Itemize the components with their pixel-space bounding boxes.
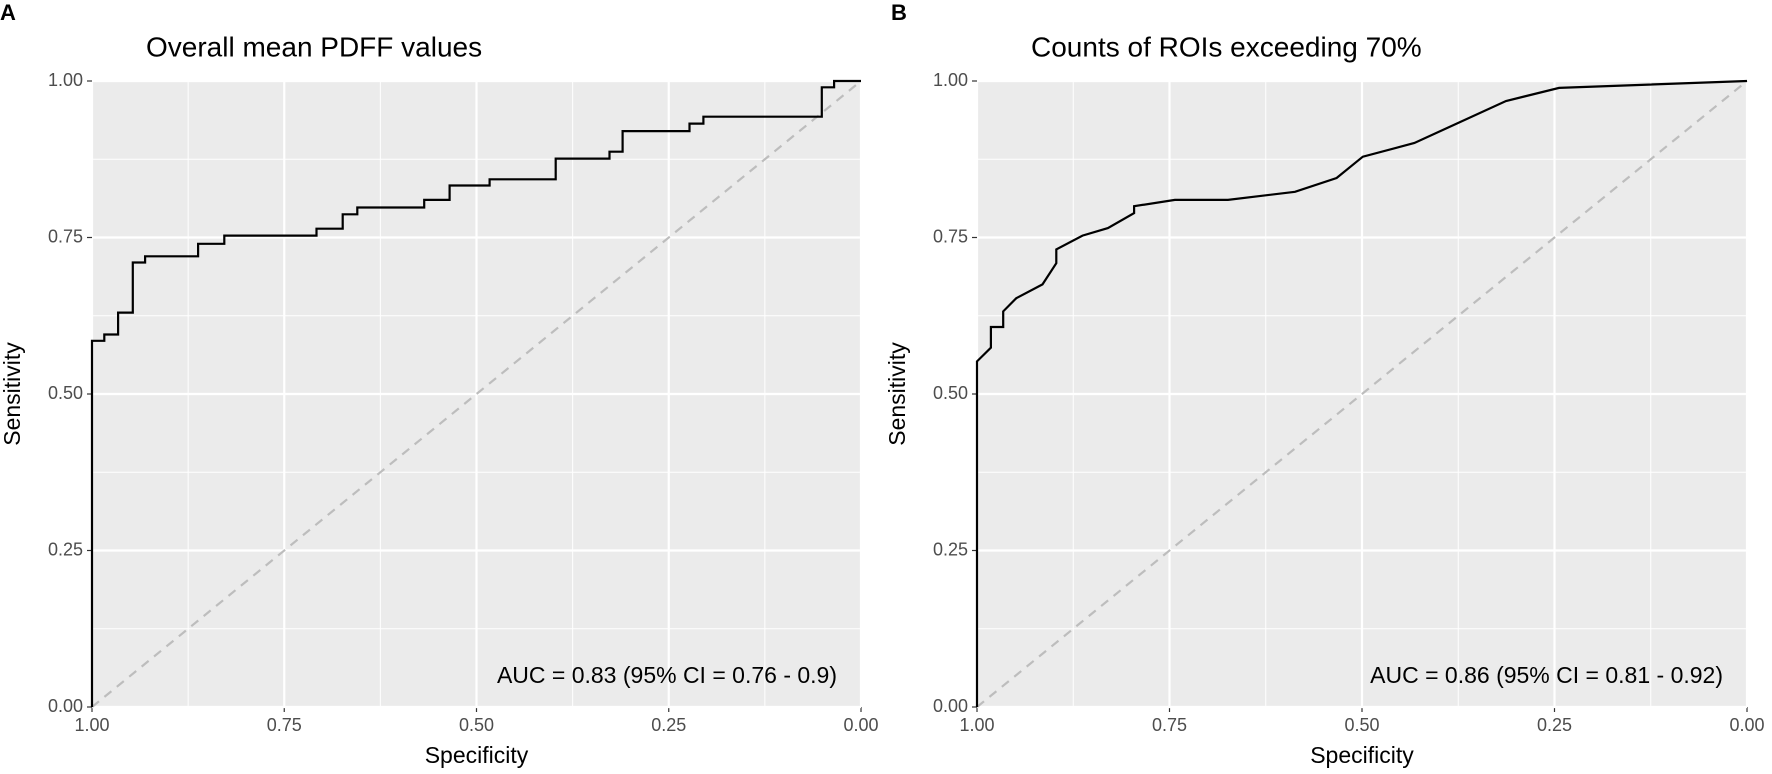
y-axis-label: Sensitivity	[884, 342, 910, 446]
x-tick-label: 0.25	[1537, 715, 1572, 735]
y-tick-label: 0.25	[933, 539, 968, 559]
chart-title: Counts of ROIs exceeding 70%	[1031, 31, 1422, 62]
y-tick-label: 0.75	[933, 226, 968, 246]
panel: 1.00 0.75 0.50 0.25 0.00 0.00 0.25 0.50 0.75 1.00…	[0, 0, 879, 768]
y-tick-label: 0.00	[48, 696, 83, 716]
x-axis-label: Specificity	[425, 742, 529, 768]
x-tick-label: 0.50	[1344, 715, 1379, 735]
chart-title: Overall mean PDFF values	[146, 31, 482, 62]
y-axis-label: Sensitivity	[0, 342, 25, 446]
x-tick-label: 0.00	[843, 715, 878, 735]
annotation: AUC = 0.83 (95% CI = 0.76 - 0.9)	[497, 662, 837, 688]
y-tick-label: 0.00	[933, 696, 968, 716]
roc-curve	[90, 79, 861, 707]
y-tick-label: 1.00	[48, 70, 83, 90]
y-tick-label: 0.50	[48, 383, 83, 403]
x-tick-label: 0.00	[1729, 715, 1764, 735]
y-tick-label: 1.00	[933, 70, 968, 90]
x-tick-label: 0.50	[459, 715, 494, 735]
reference-diagonal	[976, 80, 1748, 708]
annotation: AUC = 0.86 (95% CI = 0.81 - 0.92)	[1370, 662, 1723, 688]
panel-tag: A	[0, 0, 16, 25]
x-tick-label: 1.00	[959, 715, 994, 735]
x-axis-label: Specificity	[1310, 742, 1414, 768]
reference-diagonal	[91, 80, 862, 708]
y-tick-label: 0.50	[933, 383, 968, 403]
x-tick-label: 1.00	[74, 715, 109, 735]
roc-curve	[975, 79, 1748, 707]
panel: 1.00 0.75 0.50 0.25 0.00 0.00 0.25 0.50 0.75 1.00…	[884, 0, 1764, 768]
y-tick-label: 0.75	[48, 226, 83, 246]
panel-tag: B	[891, 0, 907, 25]
y-tick-label: 0.25	[48, 539, 83, 559]
x-tick-label: 0.75	[267, 715, 302, 735]
x-tick-label: 0.75	[1152, 715, 1187, 735]
x-tick-label: 0.25	[651, 715, 686, 735]
